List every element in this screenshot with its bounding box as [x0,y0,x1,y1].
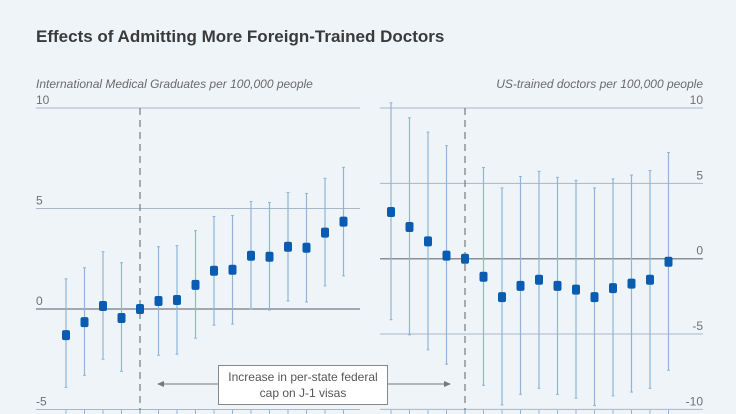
data-point [62,330,70,341]
y-tick-label: 5 [36,194,43,208]
data-point [228,264,237,275]
y-tick-label: -5 [692,319,703,333]
annotation-line-2: cap on J-1 visas [259,386,347,400]
data-point [590,292,599,303]
data-point [405,222,414,233]
data-point [99,300,107,311]
y-tick-label: 0 [36,294,43,308]
right-arrow-head [444,381,451,387]
data-point [609,283,617,294]
y-tick-label: 10 [690,93,704,107]
data-point [136,304,144,314]
data-point [516,280,525,291]
data-point [498,292,506,303]
y-tick-label: 10 [36,93,50,107]
data-point [535,274,543,285]
data-point [210,265,218,276]
data-point [80,317,89,328]
data-point [154,295,163,306]
y-tick-label: 5 [696,168,703,182]
right-y-axis-label: US-trained doctors per 100,000 people [496,77,703,91]
data-point [664,256,673,267]
y-tick-label: 0 [696,244,703,258]
annotation-box: Increase in per-state federal cap on J-1… [218,365,388,405]
y-tick-label: -5 [36,395,47,409]
data-point [173,294,181,305]
data-point [284,241,292,252]
data-point [265,251,274,262]
data-point [424,236,432,247]
data-point [302,242,311,253]
data-point [442,250,451,261]
data-point [572,284,580,295]
data-point [461,253,469,264]
data-point [387,206,395,217]
data-point [627,278,636,289]
data-point [247,250,255,261]
left-arrow-head [157,381,164,387]
chart-title: Effects of Admitting More Foreign-Traine… [36,27,445,46]
data-point [479,271,488,282]
data-point [646,274,654,285]
data-point [117,313,126,324]
data-point [339,216,348,227]
data-point [321,227,329,238]
data-point [553,280,562,291]
data-point [191,279,200,290]
left-y-axis-label: International Medical Graduates per 100,… [36,77,313,91]
annotation-line-1: Increase in per-state federal [228,370,378,384]
y-tick-label: -10 [686,394,704,408]
